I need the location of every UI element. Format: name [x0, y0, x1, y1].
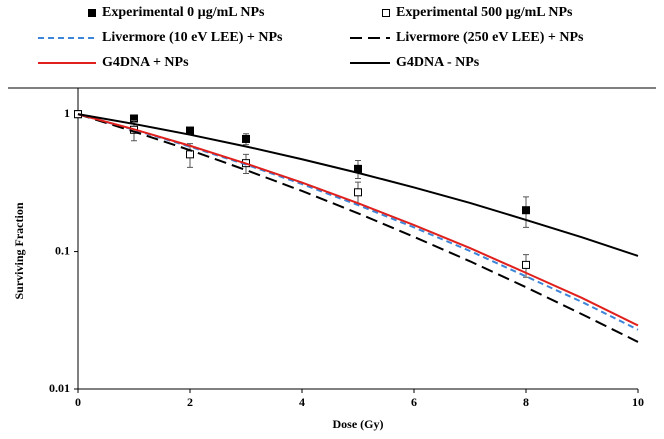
marker [522, 206, 530, 215]
x-axis-label: Dose (Gy) [333, 417, 384, 431]
marker [354, 188, 362, 197]
legend-marker [382, 9, 390, 17]
curve [77, 113, 639, 331]
legend-label: Experimental 0 µg/mL NPs [102, 5, 265, 20]
x-tick-label: 2 [187, 395, 193, 409]
marker [186, 126, 194, 135]
curve [77, 113, 639, 343]
marker [522, 260, 530, 269]
marker [186, 150, 194, 159]
legend-marker [88, 9, 96, 17]
curve [77, 113, 639, 257]
y-axis-label: Surviving Fraction [12, 202, 26, 299]
legend-label: G4DNA - NPs [396, 55, 480, 70]
legend-label: Experimental 500 µg/mL NPs [396, 5, 573, 20]
x-tick-label: 6 [411, 395, 417, 409]
x-tick-label: 4 [299, 395, 305, 409]
y-tick-label: 1 [64, 106, 70, 120]
y-tick-label: 0.01 [49, 381, 70, 395]
legend-label: G4DNA + NPs [102, 55, 189, 70]
x-tick-label: 10 [632, 395, 644, 409]
x-tick-label: 0 [75, 395, 81, 409]
legend-label: Livermore (10 eV LEE) + NPs [102, 30, 283, 45]
legend-label: Livermore (250 eV LEE) + NPs [396, 30, 584, 45]
x-tick-label: 8 [523, 395, 529, 409]
curve [77, 113, 639, 327]
marker [242, 134, 250, 143]
y-tick-label: 0.1 [55, 243, 70, 257]
